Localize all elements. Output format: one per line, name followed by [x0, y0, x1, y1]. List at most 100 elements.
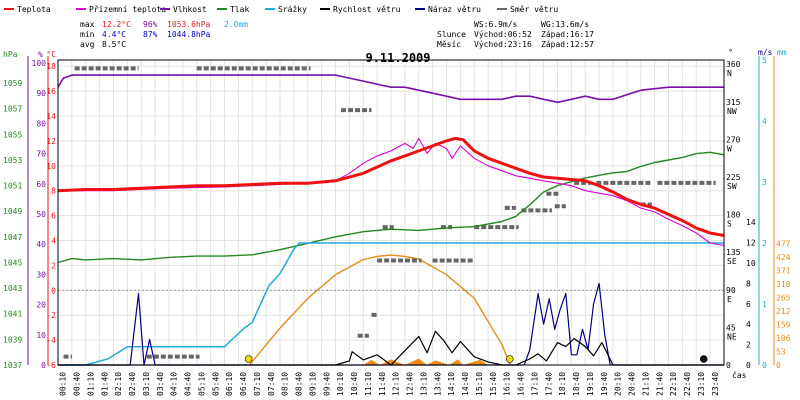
time-tick-label: 06:40 [239, 372, 248, 396]
temp-tick-label: 18 [46, 62, 56, 71]
temp-tick-label: 2 [51, 261, 56, 270]
hpa-axis-unit: hPa [3, 50, 18, 59]
stats-max-label: max [80, 20, 95, 29]
time-tick-label: 04:10 [170, 372, 179, 396]
dir-compass-label: NW [727, 107, 737, 116]
pct-tick-label: 20 [36, 301, 46, 310]
grid [57, 60, 725, 366]
time-tick-label: 06:10 [225, 372, 234, 396]
time-tick-label: 23:10 [697, 372, 706, 396]
time-tick-label: 05:10 [197, 372, 206, 396]
time-tick-label: 09:40 [322, 372, 331, 396]
temp-axis-unit: °C [46, 50, 56, 59]
stats-max-temp: 12.2°C [102, 20, 131, 29]
time-tick-label: 14:10 [447, 372, 456, 396]
time-tick-label: 23:40 [711, 372, 720, 396]
time-tick-label: 13:10 [419, 372, 428, 396]
time-tick-label: 05:40 [211, 372, 220, 396]
time-tick-label: 13:40 [433, 372, 442, 396]
pct-tick-label: 100 [32, 59, 47, 68]
temp-tick-label: 0 [51, 286, 56, 295]
legend-label: Vlhkost [173, 5, 207, 14]
sun-label: Slunce [437, 30, 466, 39]
ms-tick-label: 10 [746, 259, 756, 268]
hpa-tick-label: 1053 [3, 156, 22, 165]
pct-axis-unit: % [38, 50, 43, 59]
mm-axis-unit: mm [777, 48, 787, 57]
temp-tick-label: -2 [46, 311, 56, 320]
series-wind-gust [58, 282, 724, 366]
pct-tick-label: 70 [36, 150, 46, 159]
axes-layer: hPa% °C1037103910411043104510471049105110… [3, 48, 791, 396]
sun-set: Západ:16:17 [541, 30, 594, 39]
ms-tick-label: 4 [746, 320, 751, 329]
dir-tick-label: 315 [726, 98, 741, 107]
plot-frame [57, 59, 725, 366]
stats-max-rain: 2.0mm [224, 20, 248, 29]
temp-tick-label: 6 [51, 212, 56, 221]
time-tick-label: 08:40 [295, 372, 304, 396]
stats-min-hum: 87% [143, 30, 158, 39]
legend-label: Srážky [278, 5, 307, 14]
pct-tick-label: 30 [36, 270, 46, 279]
time-tick-label: 21:10 [641, 372, 650, 396]
ms-axis-unit: m/s [758, 48, 773, 57]
series-rain [58, 242, 724, 366]
time-tick-label: 22:10 [669, 372, 678, 396]
moon-rise: Východ:23:16 [474, 40, 532, 49]
ms-tick-label: 6 [746, 300, 751, 309]
rad-tick-label: 0 [776, 361, 781, 370]
mm-tick-label: 5 [762, 56, 767, 65]
series-sun-hours [363, 358, 489, 365]
time-tick-label: 15:10 [475, 372, 484, 396]
dir-tick-label: 45 [726, 323, 736, 332]
ms-tick-label: 14 [746, 218, 756, 227]
stats-max-hum: 96% [143, 20, 158, 29]
hpa-tick-label: 1037 [3, 361, 22, 370]
time-tick-label: 20:40 [628, 372, 637, 396]
time-tick-label: 10:40 [350, 372, 359, 396]
time-tick-label: 11:40 [378, 372, 387, 396]
time-tick-label: 17:10 [530, 372, 539, 396]
pct-tick-label: 90 [36, 89, 46, 98]
temp-tick-label: -6 [46, 361, 56, 370]
x-axis-label: čas [732, 370, 747, 380]
moon-set: Západ:12:57 [541, 40, 594, 49]
dir-compass-label: S [727, 220, 732, 229]
pct-tick-label: 80 [36, 119, 46, 128]
time-tick-label: 16:10 [503, 372, 512, 396]
stats-wind-gust: WG:13.6m/s [541, 20, 589, 29]
dir-compass-label: N [727, 69, 732, 78]
stats-max-press: 1053.6hPa [167, 20, 211, 29]
stats-min-temp: 4.4°C [102, 30, 126, 39]
dir-compass-label: W [727, 144, 732, 153]
rad-tick-label: 318 [776, 280, 791, 289]
series-pressure [57, 151, 725, 264]
temp-tick-label: 16 [46, 87, 56, 96]
series-wind-speed [58, 330, 724, 366]
temp-tick-label: 4 [51, 237, 56, 246]
legend-label: Tlak [230, 5, 249, 14]
dir-compass-label: NE [727, 332, 737, 341]
series-temperature [57, 136, 725, 237]
time-tick-label: 22:40 [683, 372, 692, 396]
dir-compass-label: SE [727, 257, 737, 266]
time-tick-label: 10:10 [336, 372, 345, 396]
time-tick-label: 19:10 [586, 372, 595, 396]
moonrise-marker [699, 355, 708, 363]
dir-tick-label: 225 [726, 173, 741, 182]
chart-title: 9.11.2009 [365, 51, 430, 65]
time-tick-label: 08:10 [281, 372, 290, 396]
hpa-tick-label: 1059 [3, 79, 22, 88]
time-tick-label: 21:40 [655, 372, 664, 396]
ms-tick-label: 2 [746, 341, 751, 350]
rad-tick-label: 371 [776, 267, 791, 276]
pct-tick-label: 50 [36, 210, 46, 219]
time-tick-label: 18:10 [558, 372, 567, 396]
time-tick-label: 02:40 [128, 372, 137, 396]
legend-label: Přízemní teplota [89, 5, 166, 14]
header: 9.11.2009 čas max 12.2°C 96% 1053.6hPa 2… [80, 20, 747, 380]
temp-tick-label: 12 [46, 137, 56, 146]
time-tick-label: 07:40 [267, 372, 276, 396]
